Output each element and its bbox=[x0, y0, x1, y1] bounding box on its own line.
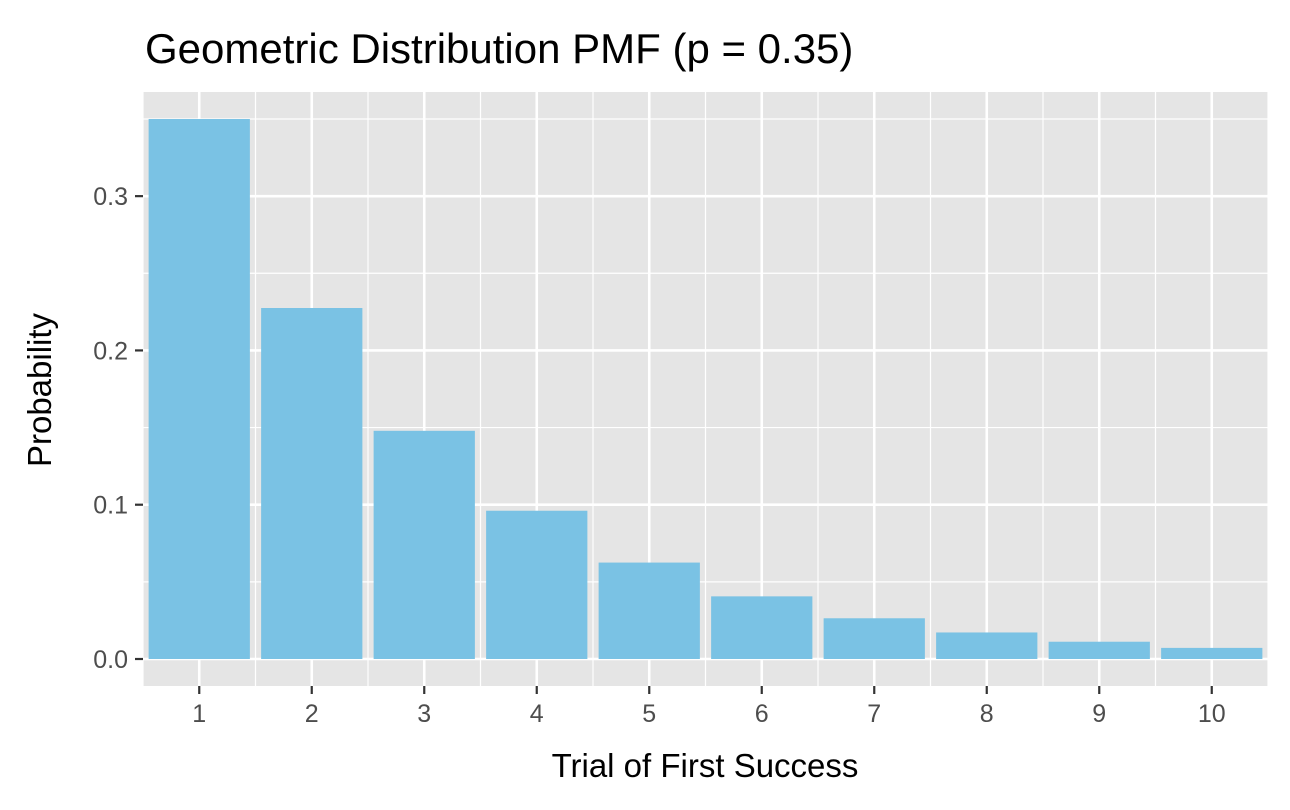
x-tick-label: 1 bbox=[192, 700, 206, 728]
bar bbox=[148, 119, 250, 659]
x-tick-label: 8 bbox=[980, 700, 994, 728]
x-tick-label: 4 bbox=[530, 700, 544, 728]
x-axis-title: Trial of First Success bbox=[552, 747, 859, 784]
x-tick-label: 5 bbox=[642, 700, 656, 728]
bar bbox=[711, 596, 813, 659]
bar bbox=[261, 308, 363, 659]
bar bbox=[1161, 647, 1263, 659]
x-tick-label: 3 bbox=[417, 700, 431, 728]
y-tick-label: 0.2 bbox=[93, 337, 128, 365]
y-tick-label: 0.0 bbox=[93, 646, 128, 674]
bar bbox=[373, 430, 475, 659]
bars bbox=[148, 119, 1263, 659]
bar bbox=[823, 618, 925, 659]
x-tick-label: 9 bbox=[1092, 700, 1106, 728]
bar bbox=[486, 510, 588, 659]
y-axis-title: Probability bbox=[21, 312, 58, 467]
x-axis: 1 2 3 4 5 6 7 8 9 10 bbox=[192, 686, 1226, 728]
x-tick-label: 7 bbox=[867, 700, 881, 728]
x-tick-label: 10 bbox=[1198, 700, 1226, 728]
bar bbox=[936, 632, 1038, 659]
x-tick-label: 2 bbox=[305, 700, 319, 728]
chart-title: Geometric Distribution PMF (p = 0.35) bbox=[145, 25, 853, 72]
y-tick-label: 0.1 bbox=[93, 492, 128, 520]
x-tick-label: 6 bbox=[755, 700, 769, 728]
bar bbox=[1048, 641, 1150, 659]
minor-gridlines bbox=[142, 92, 1269, 686]
bar bbox=[598, 562, 700, 659]
y-tick-label: 0.3 bbox=[93, 183, 128, 211]
y-axis: 0.0 0.1 0.2 0.3 bbox=[93, 183, 143, 674]
